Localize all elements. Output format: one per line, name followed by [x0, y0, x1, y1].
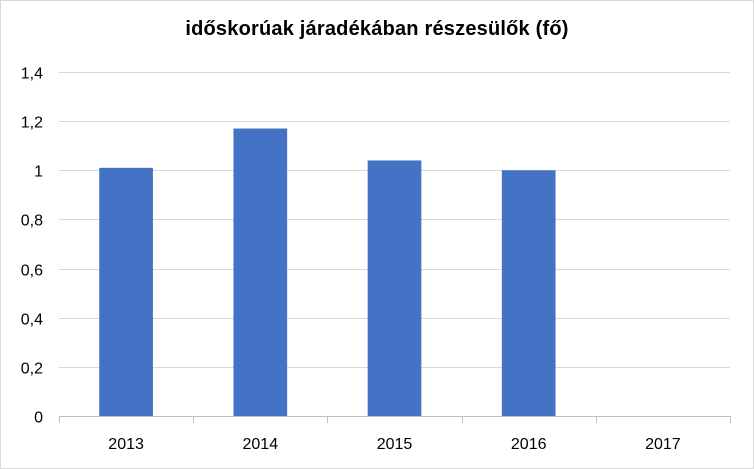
y-tick-label: 0,2 [21, 361, 43, 378]
y-tick-label: 1 [34, 164, 43, 181]
y-tick-labels: 0 0,2 0,4 0,6 0,8 1 1,2 1,4 [21, 66, 43, 427]
bar [99, 167, 153, 416]
y-tick-label: 0 [34, 410, 43, 427]
chart-title: időskorúak járadékában részesülők (fő) [185, 18, 569, 40]
x-tick-label: 2015 [377, 436, 413, 453]
y-tick-label: 0,6 [21, 263, 43, 280]
bars [99, 128, 556, 416]
x-tick-label: 2017 [645, 436, 681, 453]
y-tick-label: 1,4 [21, 66, 43, 83]
y-tick-label: 0,4 [21, 312, 43, 329]
bar [501, 170, 556, 416]
bar [233, 128, 288, 416]
bar [367, 160, 422, 416]
x-tick-label: 2013 [108, 436, 144, 453]
y-tick-label: 1,2 [21, 115, 43, 132]
axes [59, 416, 731, 423]
x-tick-labels: 2013 2014 2015 2016 2017 [108, 436, 680, 453]
y-tick-label: 0,8 [21, 213, 43, 230]
x-tick-label: 2014 [243, 436, 279, 453]
x-tick-label: 2016 [511, 436, 547, 453]
